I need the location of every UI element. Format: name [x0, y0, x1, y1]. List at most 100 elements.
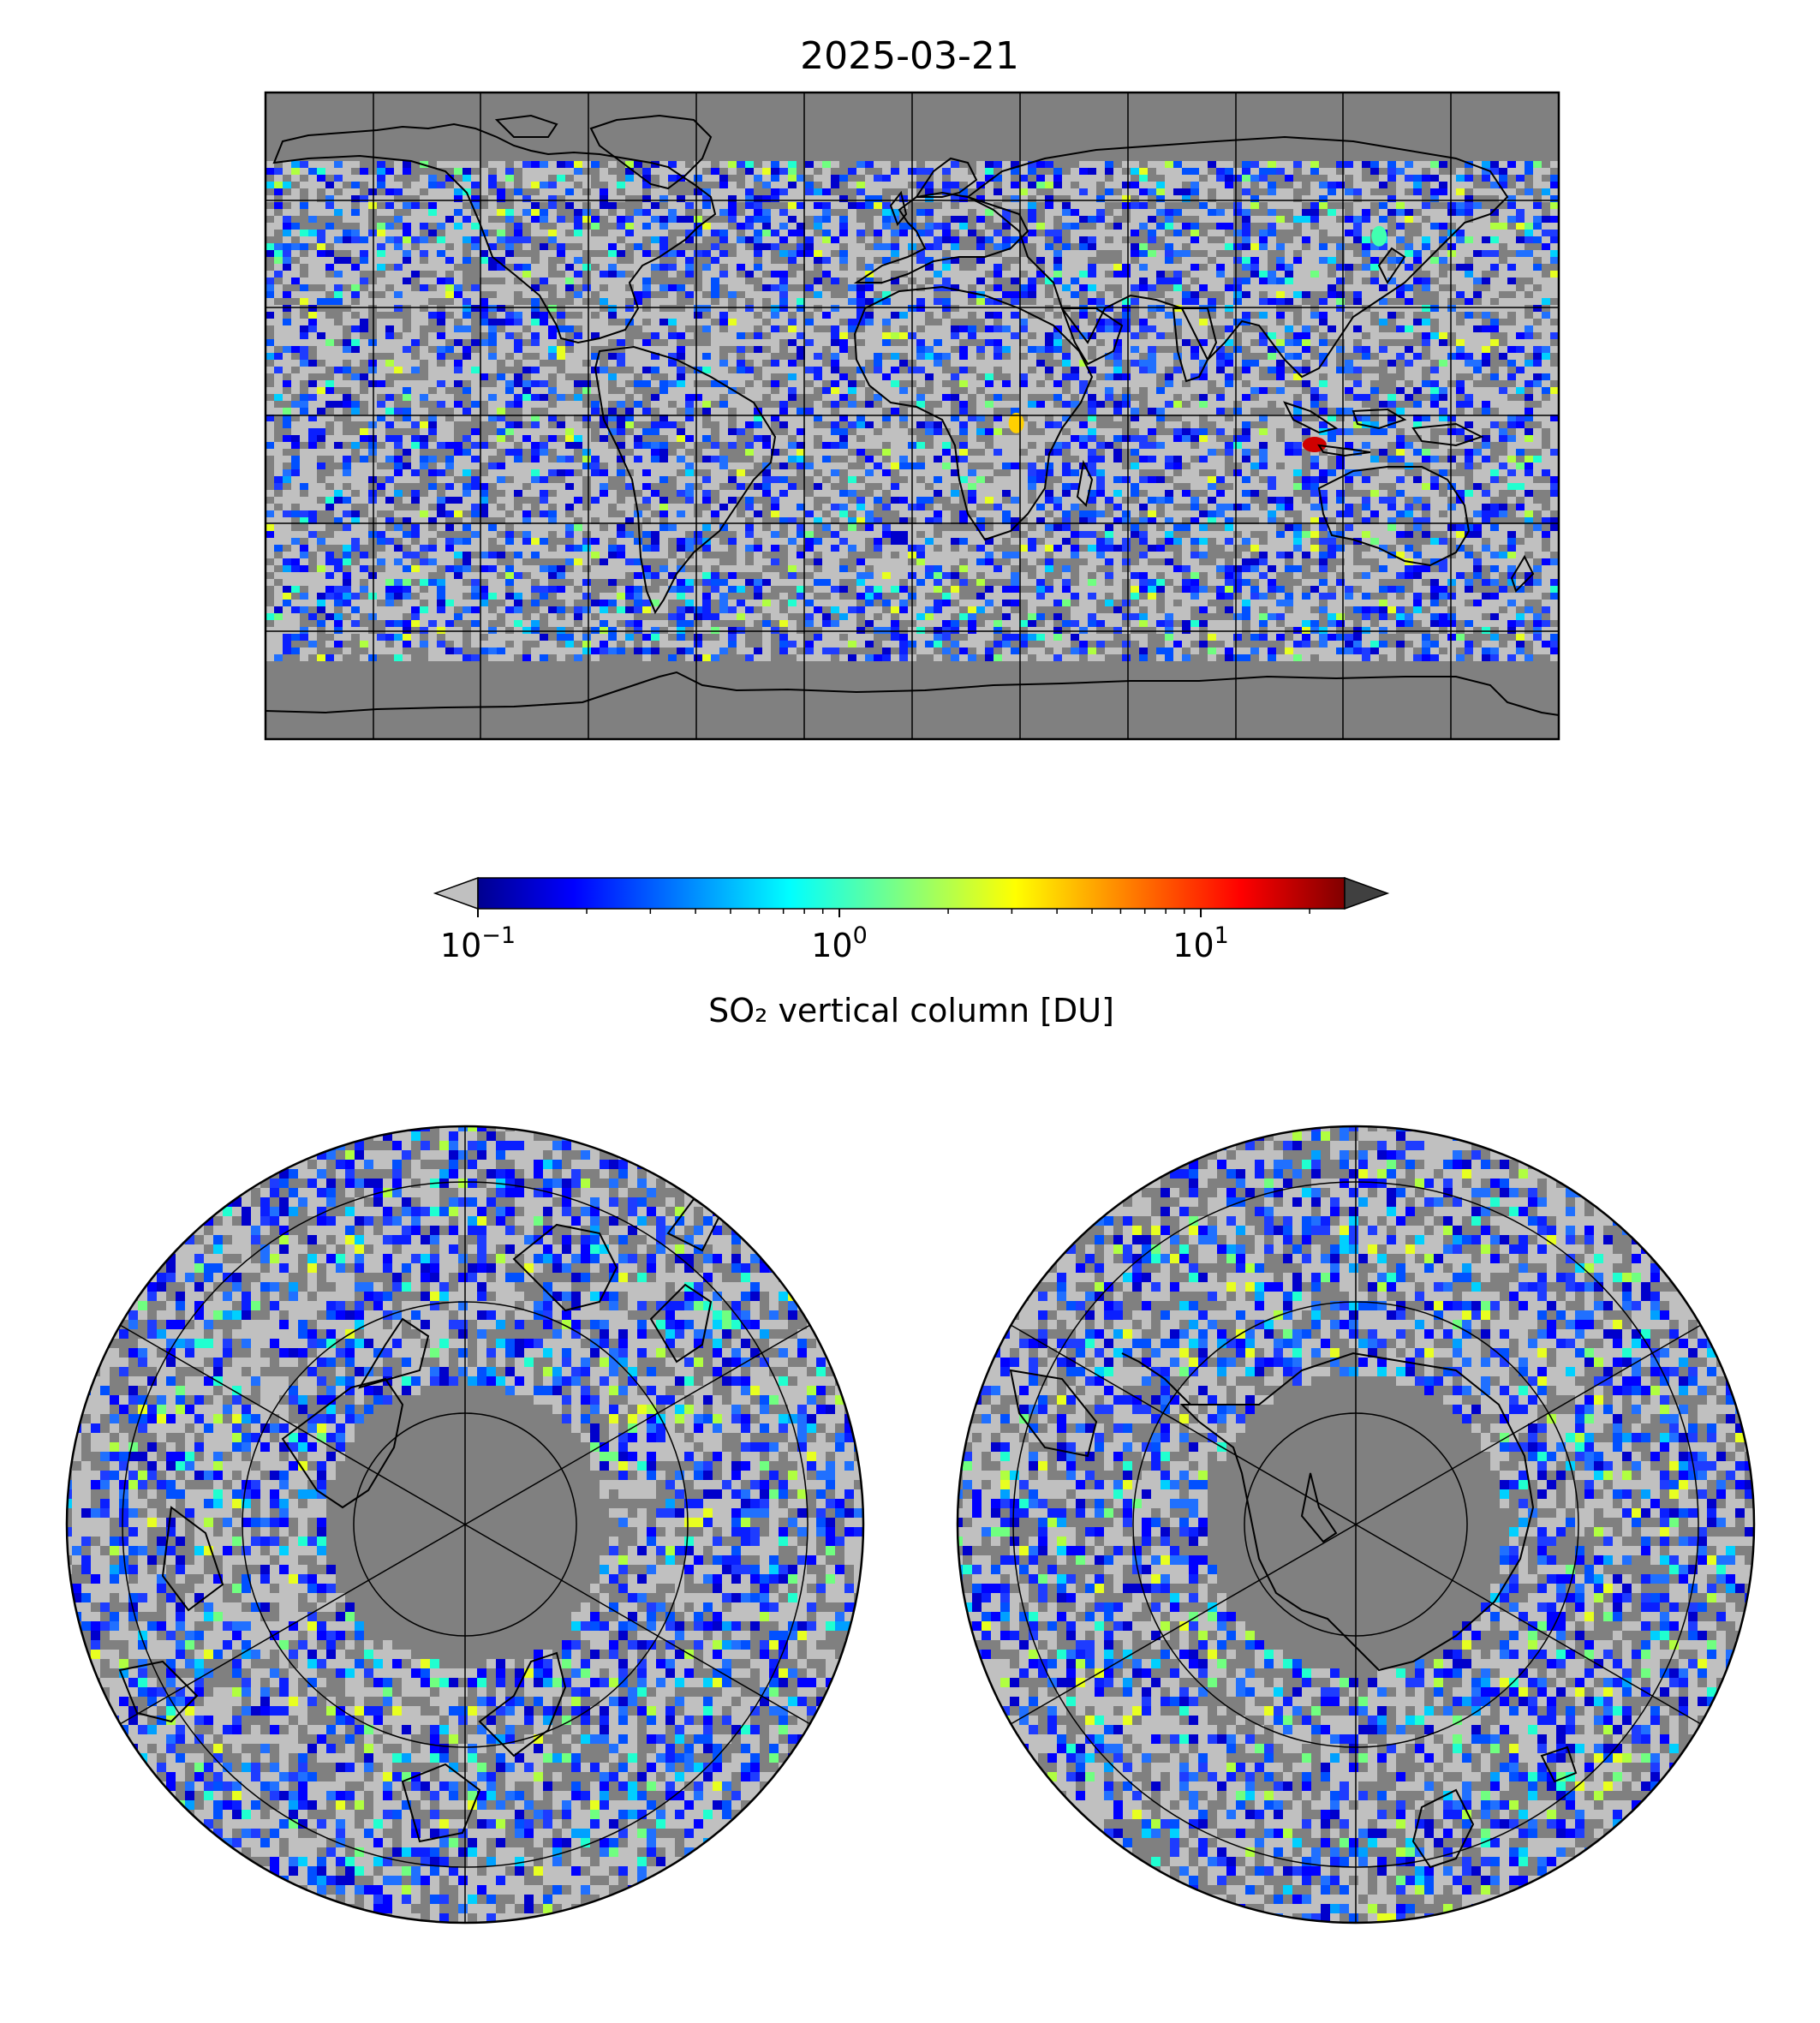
data-cell [659, 168, 668, 175]
data-cell [497, 195, 505, 202]
data-cell [951, 264, 959, 271]
data-cell [1319, 312, 1328, 319]
data-cell [737, 175, 745, 182]
data-cell [1293, 298, 1302, 305]
data-cell [471, 284, 480, 291]
data-cell [779, 367, 788, 373]
data-cell [1293, 277, 1302, 284]
data-cell [540, 161, 548, 168]
data-cell [1113, 380, 1122, 387]
data-cell [1362, 353, 1370, 360]
data-cell [1396, 264, 1405, 271]
data-cell [1011, 373, 1019, 380]
data-cell [505, 380, 514, 387]
data-cell [1011, 257, 1019, 264]
data-cell [274, 236, 283, 243]
data-cell [1499, 257, 1507, 264]
data-cell [976, 250, 985, 257]
data-cell [1525, 373, 1533, 380]
data-cell [394, 188, 403, 195]
data-cell [1465, 223, 1473, 230]
data-cell [985, 291, 994, 298]
data-cell [1353, 257, 1362, 264]
data-cell [1328, 257, 1336, 264]
data-cell [1036, 298, 1045, 305]
data-cell [882, 236, 891, 243]
data-cell [1413, 202, 1422, 209]
data-cell [351, 250, 360, 257]
data-cell [1362, 319, 1370, 325]
data-cell [642, 161, 651, 168]
data-cell [360, 291, 368, 298]
data-cell [728, 284, 737, 291]
data-cell [1285, 250, 1293, 257]
data-cell [994, 223, 1002, 230]
data-cell [934, 353, 942, 360]
data-cell [325, 188, 334, 195]
data-cell [899, 325, 908, 332]
data-cell [1293, 325, 1302, 332]
data-cell [1328, 223, 1336, 230]
data-cell [694, 182, 702, 188]
data-cell [266, 264, 274, 271]
data-cell [1096, 264, 1105, 271]
data-cell [317, 230, 325, 236]
data-cell [1353, 332, 1362, 339]
data-cell [291, 271, 300, 277]
data-cell [677, 250, 685, 257]
data-cell [831, 373, 839, 380]
data-cell [420, 353, 428, 360]
data-cell [1199, 168, 1208, 175]
data-cell [1387, 195, 1396, 202]
data-cell [565, 271, 574, 277]
data-cell [651, 380, 659, 387]
data-cell [582, 277, 591, 284]
data-cell [771, 195, 779, 202]
data-cell [1482, 236, 1490, 243]
data-cell [1516, 175, 1525, 182]
data-cell [291, 373, 300, 380]
data-cell [1190, 223, 1199, 230]
data-cell [1156, 373, 1165, 380]
data-cell [711, 216, 719, 223]
data-cell [642, 264, 651, 271]
data-cell [668, 271, 677, 277]
data-cell [985, 168, 994, 175]
data-cell [1456, 202, 1465, 209]
data-cell [1439, 291, 1447, 298]
data-cell [368, 339, 377, 346]
data-cell [1310, 250, 1319, 257]
data-cell [514, 360, 522, 367]
data-cell [762, 202, 771, 209]
data-cell [934, 373, 942, 380]
data-cell [403, 161, 411, 168]
data-cell [934, 216, 942, 223]
data-cell [985, 367, 994, 373]
data-cell [274, 319, 283, 325]
data-cell [959, 353, 968, 360]
data-cell [968, 209, 976, 216]
data-cell [754, 209, 762, 216]
data-cell [874, 271, 882, 277]
data-cell [1131, 346, 1139, 353]
data-cell [377, 305, 385, 312]
data-cell [1165, 312, 1173, 319]
data-cell [1173, 223, 1182, 230]
data-cell [1079, 195, 1088, 202]
data-cell [1165, 339, 1173, 346]
data-cell [634, 367, 642, 373]
data-cell [1482, 243, 1490, 250]
data-cell [1062, 236, 1071, 243]
data-cell [514, 319, 522, 325]
data-cell [719, 168, 728, 175]
data-cell [325, 182, 334, 188]
data-cell [685, 209, 694, 216]
data-cell [617, 168, 625, 175]
data-cell [702, 236, 711, 243]
data-cell [1259, 332, 1268, 339]
data-cell [1413, 312, 1422, 319]
data-cell [1233, 243, 1242, 250]
data-cell [976, 195, 985, 202]
data-cell [934, 243, 942, 250]
data-cell [462, 367, 471, 373]
